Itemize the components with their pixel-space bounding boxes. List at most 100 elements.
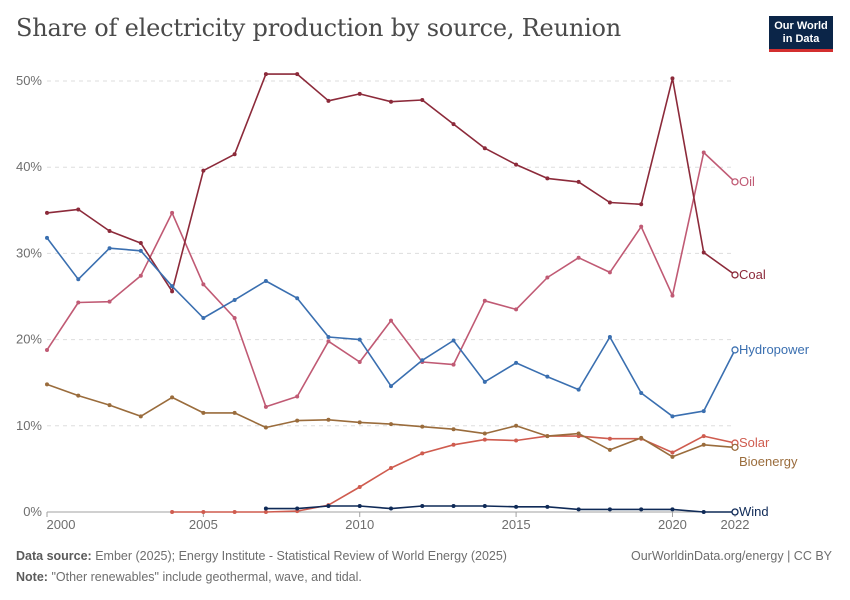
data-point-bioenergy (731, 443, 739, 452)
chart-title: Share of electricity production by sourc… (16, 14, 622, 42)
data-point-bioenergy (263, 425, 268, 430)
data-point-oil (263, 404, 268, 409)
data-point-bioenergy (45, 382, 49, 387)
data-point-coal (201, 168, 206, 173)
data-point-hydropower (514, 360, 519, 365)
data-point-solar (201, 510, 206, 514)
data-point-bioenergy (138, 414, 143, 419)
data-point-solar (701, 434, 706, 439)
note-text: "Other renewables" include geothermal, w… (51, 570, 362, 584)
data-point-bioenergy (670, 454, 675, 459)
data-point-bioenergy (639, 435, 644, 440)
data-point-hydropower (576, 387, 581, 392)
data-point-oil (545, 275, 550, 280)
data-point-hydropower (201, 316, 206, 321)
data-point-wind (639, 507, 644, 512)
data-point-oil (576, 255, 581, 260)
data-point-coal (514, 162, 519, 167)
data-point-oil (607, 270, 612, 275)
data-point-wind (451, 503, 456, 508)
data-point-hydropower (701, 409, 706, 414)
data-point-coal (420, 97, 425, 102)
data-point-wind (326, 503, 331, 508)
owid-logo[interactable]: Our World in Data (769, 16, 833, 52)
y-tick-label: 20% (16, 332, 42, 347)
series-line-hydropower (46, 237, 736, 418)
data-point-coal (639, 202, 644, 207)
data-point-oil (670, 293, 675, 298)
data-point-hydropower (545, 374, 550, 379)
data-point-oil (639, 224, 644, 229)
data-point-wind (263, 506, 268, 511)
data-point-wind (576, 507, 581, 512)
data-point-bioenergy (420, 424, 425, 429)
data-point-coal (731, 271, 739, 279)
data-point-coal (389, 99, 393, 104)
data-point-hydropower (138, 248, 143, 253)
data-point-coal (107, 228, 112, 233)
data-point-wind (701, 510, 706, 514)
data-point-oil (482, 298, 487, 303)
data-point-hydropower (107, 246, 112, 251)
data-point-hydropower (482, 379, 487, 384)
x-tick-label: 2022 (721, 517, 750, 532)
data-point-bioenergy (701, 442, 706, 447)
data-point-oil (76, 300, 81, 305)
data-point-solar (389, 466, 393, 471)
data-point-solar (263, 510, 268, 514)
data-point-hydropower (357, 337, 362, 342)
y-tick-label: 10% (16, 418, 42, 433)
data-point-hydropower (389, 384, 393, 389)
data-point-solar (420, 451, 425, 456)
data-point-oil (295, 394, 300, 399)
data-point-hydropower (76, 277, 81, 282)
data-point-bioenergy (357, 420, 362, 425)
data-point-coal (138, 241, 143, 246)
y-tick-label: 0% (23, 504, 42, 519)
data-point-coal (170, 289, 175, 294)
data-point-coal (607, 200, 612, 205)
x-tick-label: 2000 (47, 517, 76, 532)
data-point-hydropower (232, 297, 237, 302)
data-point-hydropower (295, 296, 300, 301)
data-point-coal (482, 146, 487, 151)
x-tick-label: 2020 (658, 517, 687, 532)
data-point-coal (232, 152, 237, 157)
data-point-hydropower (326, 335, 331, 340)
data-point-oil (107, 299, 112, 304)
x-tick-label: 2005 (189, 517, 218, 532)
data-point-oil (45, 347, 49, 352)
data-point-solar (232, 510, 237, 514)
credit-link[interactable]: OurWorldinData.org/energy | CC BY (630, 549, 832, 563)
data-point-coal (263, 72, 268, 77)
x-tick-label: 2015 (502, 517, 531, 532)
source-text: Ember (2025); Energy Institute - Statist… (95, 549, 507, 563)
data-point-oil (232, 316, 237, 321)
series-line-bioenergy (46, 383, 736, 458)
x-tick-label: 2010 (345, 517, 374, 532)
data-point-coal (545, 176, 550, 181)
data-point-oil (389, 318, 393, 323)
data-point-oil (451, 362, 456, 367)
data-point-oil (357, 360, 362, 365)
legend-label-solar: Solar (739, 435, 770, 450)
data-point-bioenergy (326, 417, 331, 422)
legend-label-bioenergy: Bioenergy (739, 454, 798, 469)
data-point-bioenergy (482, 431, 487, 436)
data-point-wind (670, 507, 675, 512)
legend-label-coal: Coal (739, 267, 766, 282)
data-point-wind (545, 504, 550, 509)
data-point-wind (357, 503, 362, 508)
legend-label-hydropower: Hydropower (739, 342, 810, 357)
data-point-hydropower (607, 335, 612, 340)
data-point-oil (138, 273, 143, 278)
data-point-bioenergy (451, 427, 456, 432)
data-point-coal (670, 76, 675, 81)
data-source: Data source: Ember (2025); Energy Instit… (16, 549, 507, 563)
data-point-solar (514, 438, 519, 443)
data-point-oil (514, 307, 519, 312)
logo-line-2: in Data (782, 33, 820, 45)
data-point-oil (701, 150, 706, 155)
data-point-bioenergy (514, 423, 519, 428)
